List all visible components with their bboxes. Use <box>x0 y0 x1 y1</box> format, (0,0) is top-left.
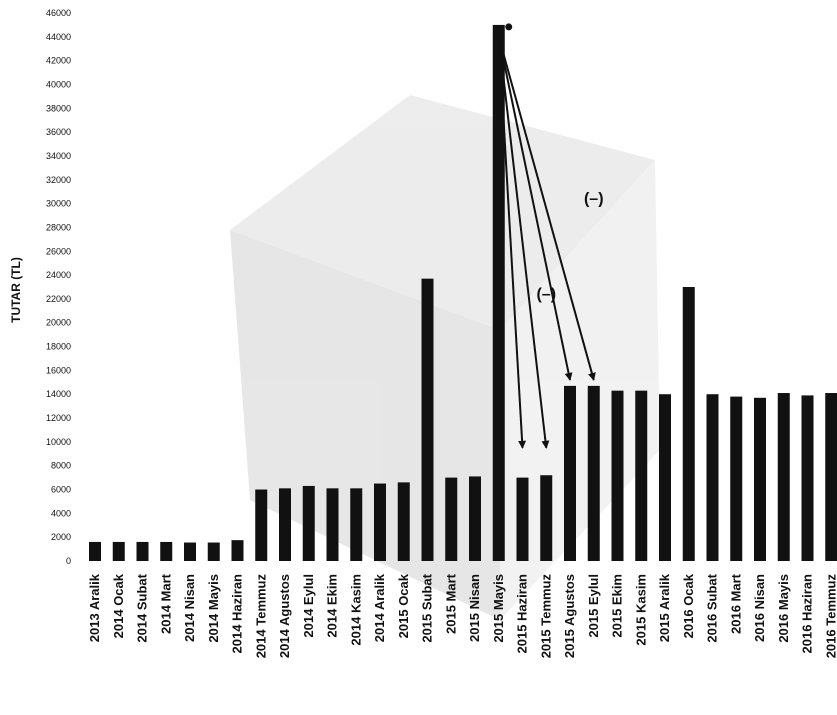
bar-27 <box>730 396 743 561</box>
bar-21 <box>587 385 600 561</box>
x-tick-label: 2015 Nisan <box>467 574 482 642</box>
x-tick-label: 2015 Haziran <box>515 574 530 654</box>
x-tick-label: 2015 Ekim <box>610 574 625 638</box>
x-tick-label: 2014 Haziran <box>230 574 245 654</box>
bar-11 <box>350 488 363 561</box>
y-tick-label: 28000 <box>46 222 71 232</box>
x-tick-label: 2015 Temmuz <box>538 574 553 659</box>
bar-23 <box>635 390 648 561</box>
y-tick-label: 32000 <box>46 175 71 185</box>
bar-8 <box>279 488 291 561</box>
bar-19 <box>540 475 553 561</box>
x-tick-label: 2015 Agustos <box>562 574 577 658</box>
bar-2 <box>136 541 149 561</box>
y-tick-label: 22000 <box>46 294 71 304</box>
x-tick-label: 2015 Ocak <box>396 573 411 638</box>
x-tick-label: 2016 Mart <box>728 573 743 634</box>
y-axis-label: TUTAR (TL) <box>9 257 23 323</box>
x-tick-label: 2016 Subat <box>705 573 720 642</box>
bar-1 <box>112 541 125 561</box>
y-tick-label: 18000 <box>46 342 71 352</box>
y-tick-label: 42000 <box>46 56 71 66</box>
y-tick-label: 0 <box>66 556 71 566</box>
bar-31 <box>825 393 837 561</box>
x-tick-label: 2015 Kasim <box>633 574 648 646</box>
y-tick-label: 10000 <box>46 437 71 447</box>
x-tick-label: 2016 Ocak <box>681 573 696 638</box>
bar-7 <box>255 489 268 561</box>
arrow-1 <box>497 36 550 449</box>
bar-25 <box>682 287 695 561</box>
y-tick-label: 24000 <box>46 270 71 280</box>
bar-0 <box>89 541 101 561</box>
bar-10 <box>326 488 339 561</box>
x-tick-label: 2014 Aralik <box>372 573 387 642</box>
x-tick-label: 2016 Mayis <box>776 574 791 643</box>
bar-30 <box>801 395 814 561</box>
y-tick-label: 40000 <box>46 79 71 89</box>
bar-13 <box>397 482 410 561</box>
bar-28 <box>754 397 766 561</box>
y-tick-label: 4000 <box>51 508 71 518</box>
annotation-0: (–) <box>584 191 604 208</box>
x-tick-label: 2014 Subat <box>135 573 150 642</box>
x-tick-label: 2015 Subat <box>420 573 435 642</box>
x-tick-label: 2014 Agustos <box>277 574 292 658</box>
y-tick-label: 6000 <box>51 485 71 495</box>
annotation-1: (–) <box>536 286 556 303</box>
y-tick-label: 14000 <box>46 389 71 399</box>
bar-22 <box>611 390 624 561</box>
y-tick-label: 34000 <box>46 151 71 161</box>
y-tick-label: 20000 <box>46 318 71 328</box>
arrow-2 <box>497 36 573 381</box>
bar-12 <box>374 483 386 561</box>
x-tick-label: 2014 Nisan <box>182 574 197 642</box>
bar-29 <box>777 393 790 561</box>
bar-24 <box>659 394 671 561</box>
x-tick-label: 2015 Mart <box>443 573 458 634</box>
x-tick-label: 2014 Eylul <box>301 574 316 638</box>
y-tick-label: 26000 <box>46 246 71 256</box>
bar-20 <box>564 385 576 561</box>
bar-6 <box>231 540 244 561</box>
bar-17 <box>492 24 505 562</box>
x-tick-label: 2014 Ocak <box>111 573 126 638</box>
bar-18 <box>516 477 529 561</box>
arrow-origin-dot <box>505 23 513 31</box>
y-tick-label: 36000 <box>46 127 71 137</box>
y-tick-label: 30000 <box>46 199 71 209</box>
bar-9 <box>302 485 315 561</box>
y-tick-label: 16000 <box>46 365 71 375</box>
x-tick-label: 2015 Mayis <box>491 574 506 643</box>
x-tick-label: 2016 Nisan <box>752 574 767 642</box>
bar-3 <box>160 541 173 561</box>
y-tick-label: 2000 <box>51 532 71 542</box>
y-tick-label: 8000 <box>51 461 71 471</box>
x-tick-label: 2014 Mart <box>158 573 173 634</box>
y-tick-label: 46000 <box>46 8 71 18</box>
x-tick-label: 2015 Aralik <box>657 573 672 642</box>
bar-4 <box>184 542 196 561</box>
bar-14 <box>421 278 434 561</box>
bar-5 <box>207 542 220 561</box>
arrow-0 <box>497 36 527 449</box>
y-tick-label: 44000 <box>46 32 71 42</box>
x-tick-label: 2014 Mayis <box>206 574 221 643</box>
y-tick-label: 38000 <box>46 103 71 113</box>
x-tick-label: 2014 Kasim <box>348 574 363 646</box>
y-tick-label: 12000 <box>46 413 71 423</box>
x-tick-label: 2016 Haziran <box>800 574 815 654</box>
x-tick-label: 2014 Temmuz <box>253 574 268 659</box>
arrow-3 <box>497 36 596 381</box>
bar-26 <box>706 394 719 561</box>
x-tick-label: 2016 Temmuz <box>823 574 837 659</box>
bar-16 <box>469 476 481 561</box>
x-tick-label: 2014 Ekim <box>325 574 340 638</box>
x-tick-label: 2013 Aralik <box>87 573 102 642</box>
x-tick-label: 2015 Eylul <box>586 574 601 638</box>
bar-15 <box>445 477 458 561</box>
